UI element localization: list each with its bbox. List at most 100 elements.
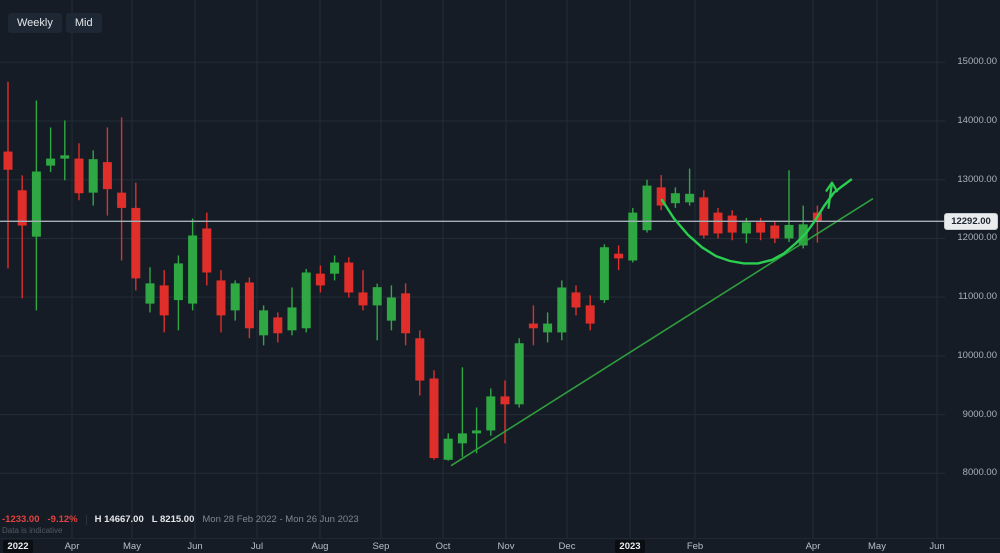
time-axis-tick: Feb [686,541,704,552]
time-axis-tick: Jun [187,541,203,552]
candle-body [46,158,56,166]
candle-body [670,193,680,204]
time-axis-tick: May [123,541,141,552]
candle-body [415,338,425,381]
candle-body [131,207,141,279]
candle-body [599,247,609,301]
candle-body [642,185,652,231]
period-low: L 8215.00 [151,514,195,525]
candle-body [31,171,41,237]
disclaimer-text: Data is indicative [2,526,63,535]
candle-body [358,292,368,306]
price-axis-tick: 12000.00 [957,232,997,244]
time-axis-tick: Oct [435,541,451,552]
time-axis-tick: Jun [929,541,945,552]
time-axis-tick: Apr [805,541,821,552]
candle-body [741,222,751,234]
candle-body [301,272,311,329]
candle-body [17,190,27,226]
time-axis-tick: 2022 [0,540,41,553]
candle-body [117,192,127,208]
cup-curve-drawing[interactable] [660,178,853,265]
candle-body [60,155,70,159]
candle-body [315,273,325,286]
candle-body [784,224,794,239]
candle-body [514,343,524,405]
candle-body [457,433,467,444]
price-axis-tick: 15000.00 [957,56,997,68]
candle-body [727,215,737,233]
candle-body [472,430,482,434]
h-gridlines [0,61,945,474]
candle-body [102,162,112,190]
time-axis-tick: Dec [558,541,576,552]
candle-body [571,292,581,308]
time-axis-tick: Nov [497,541,515,552]
candle-body [330,262,340,274]
time-axis-tick: Aug [311,541,329,552]
time-axis-tick: Sep [372,541,390,552]
period-change: -1233.00 [2,514,40,525]
candle-body [244,282,254,329]
time-axis-tick: 2023 [607,540,653,553]
candle-body [372,287,382,306]
candle-body [557,287,567,333]
up-arrow-drawing[interactable] [825,181,839,210]
v-gridlines [71,0,938,538]
candle-body [585,305,595,324]
chart-canvas[interactable] [0,0,945,538]
toolbar: Weekly Mid [8,13,102,33]
candle-body [486,396,496,431]
current-price-label: 12292.00 [944,213,998,230]
price-axis-tick: 8000.00 [962,467,997,479]
candle-body [756,222,766,233]
timeframe-button[interactable]: Weekly [8,13,62,33]
candle-body [188,235,198,304]
time-axis-tick: Apr [64,541,80,552]
period-high: H 14667.00 [94,514,144,525]
candle-body [614,253,624,259]
candle-body [443,438,453,460]
status-divider [85,514,87,525]
candle-body [159,285,169,316]
candle-body [429,378,439,459]
candle-body [216,280,226,316]
time-axis: 2022 Apr May Jun Jul Aug Sep Oct Nov Dec 2023 Feb Ap… [0,538,1000,553]
price-axis-tick: 14000.00 [957,115,997,126]
time-axis-tick: Jul [250,541,264,552]
candle-body [628,212,638,261]
candle-body [386,297,396,321]
candle-body [88,159,98,193]
candle-body [528,323,538,329]
candle-body [287,307,297,331]
price-axis-tick: 9000.00 [962,408,997,420]
candle-body [656,187,666,206]
time-axis-tick: May [868,541,886,552]
candle-body [145,283,155,304]
candle-body [713,212,723,234]
candle-body [202,228,212,273]
price-type-button[interactable]: Mid [65,13,102,33]
period-change-pct: -9.12% [47,514,78,525]
visible-range: Mon 28 Feb 2022 - Mon 26 Jun 2023 [202,514,359,525]
price-axis-tick: 11000.00 [958,291,997,303]
price-axis: 15000.00 14000.00 13000.00 12000.00 11000.00… [945,0,1000,538]
candle-body [401,293,411,334]
candle-body [230,283,240,311]
candle-body [3,151,13,170]
current-price-value: 12292.00 [951,216,991,227]
candle-body [74,158,84,194]
trendline-drawing[interactable] [450,197,874,467]
candle-body [543,323,553,333]
candle-body [685,193,695,203]
candles-layer [3,81,822,461]
candle-body [273,317,283,334]
candle-body [770,225,780,239]
candle-body [173,263,183,301]
candle-body [344,262,354,293]
candle-body [259,310,269,336]
price-axis-tick: 10000.00 [957,349,997,361]
price-axis-tick: 13000.00 [957,173,997,185]
candle-body [699,197,709,236]
